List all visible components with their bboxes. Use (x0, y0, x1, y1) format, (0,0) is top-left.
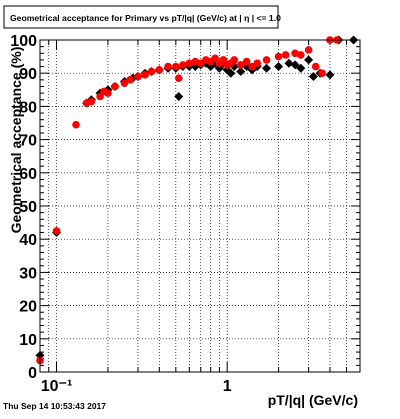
data-point-black (296, 63, 306, 73)
data-point-black (190, 62, 200, 72)
y-tick-label: 20 (19, 299, 37, 316)
data-point-red (72, 120, 80, 129)
data-point-red (230, 56, 239, 64)
title-box (3, 5, 279, 29)
data-point-red (164, 62, 172, 71)
data-point-red (120, 79, 129, 87)
y-tick-label: 30 (19, 265, 37, 282)
timestamp: Thu Sep 14 10:53:43 2017 (3, 401, 106, 411)
data-point-red (297, 51, 305, 59)
data-point-black (236, 67, 246, 77)
plot-frame (39, 39, 361, 373)
y-tick-label: 10 (19, 332, 37, 349)
data-point-black (325, 70, 335, 80)
data-point-red (236, 61, 245, 69)
x-tick-label: 1 (223, 378, 232, 395)
data-point-red (311, 62, 320, 71)
data-point-black (206, 62, 216, 72)
data-point-black (308, 72, 318, 82)
data-point-black (290, 60, 300, 70)
data-point-red (111, 82, 119, 91)
data-point-red (134, 72, 142, 81)
data-point-red (262, 56, 271, 64)
y-tick-label: 50 (19, 199, 37, 216)
y-axis-label: Geometrical acceptance (%) (8, 47, 24, 234)
data-points (35, 35, 359, 365)
data-point-red (179, 61, 187, 69)
data-point-red (172, 62, 180, 71)
data-point-red (211, 54, 219, 63)
data-point-red (87, 97, 96, 106)
data-point-red (174, 74, 183, 82)
x-tick-label: 10⁻¹ (41, 378, 73, 395)
data-point-red (52, 227, 61, 235)
data-point-red (242, 57, 251, 66)
axis-ticks: 0 10 20 30 40 50 60 70 80 90 100 10⁻¹ 1 (10, 33, 361, 395)
y-tick-label: 0 (28, 365, 37, 382)
data-point-black (174, 91, 184, 101)
data-point-red (126, 76, 134, 84)
y-tick-label: 70 (19, 133, 37, 150)
data-point-black (262, 63, 272, 73)
grid (39, 39, 361, 373)
y-tick-label: 90 (19, 66, 37, 83)
data-point-red (155, 66, 164, 74)
data-point-red (253, 59, 262, 68)
y-tick-label: 100 (10, 33, 37, 50)
data-point-red (304, 46, 313, 54)
data-point-red (141, 71, 149, 79)
data-point-red (274, 52, 283, 61)
data-point-red (281, 51, 290, 59)
y-tick-label: 60 (19, 166, 37, 183)
x-axis-label: pT/|q| (GeV/c) (268, 392, 358, 408)
data-point-black (229, 62, 239, 72)
data-point-black (274, 62, 284, 72)
data-point-red (185, 59, 194, 68)
y-tick-label: 80 (19, 99, 37, 116)
chart-title: Geometrical acceptance for Primary vs pT… (10, 13, 281, 23)
data-point-red (291, 49, 299, 58)
data-point-red (318, 69, 326, 77)
data-point-black (284, 58, 294, 68)
y-tick-label: 40 (19, 232, 37, 249)
data-point-black (304, 55, 314, 65)
data-point-black (226, 68, 236, 78)
data-point-red (147, 67, 156, 76)
data-point-red (104, 89, 112, 97)
